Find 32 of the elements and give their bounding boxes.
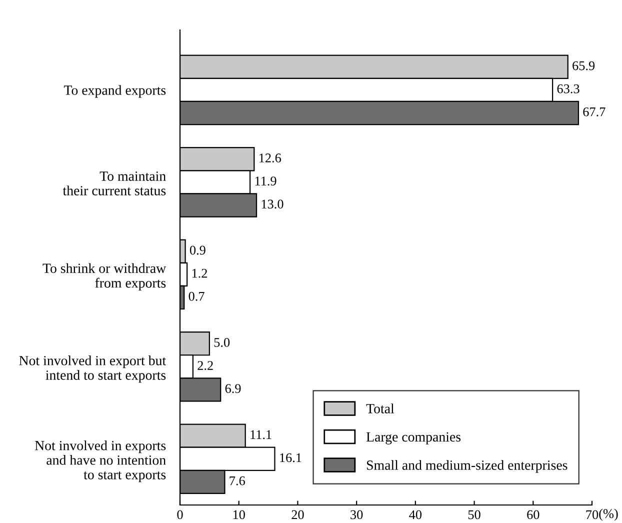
text: 16.1 xyxy=(280,453,302,462)
text: 11.9 xyxy=(255,176,276,186)
legend-label: Large companies xyxy=(366,432,461,444)
text: 7.6 xyxy=(230,476,245,486)
text: 67.7 xyxy=(583,107,606,116)
x-tick-label: 0 xyxy=(177,510,183,520)
text: 11.1 xyxy=(250,430,272,440)
x-tick-label: 30 xyxy=(350,510,363,520)
text: 2.2 xyxy=(198,361,213,370)
text: 12.6 xyxy=(259,154,282,162)
y-tick-label: To maintain their current status xyxy=(62,172,166,196)
y-tick-label: To shrink or withdraw from exports xyxy=(42,263,166,291)
text: 0.9 xyxy=(190,246,206,255)
text: 1.2 xyxy=(192,268,207,278)
x-tick-label: 40 xyxy=(409,510,422,520)
y-tick-label: Not involved in exports and have no intention to start exports xyxy=(34,440,166,482)
legend-label: Small and medium-sized enterprises xyxy=(366,460,568,473)
text: 13.0 xyxy=(262,200,284,209)
text: 65.9 xyxy=(572,61,595,70)
x-tick-label: 50 xyxy=(468,510,480,520)
text: 63.3 xyxy=(557,84,580,94)
text: 0.7 xyxy=(188,292,204,301)
x-tick-label: 70 xyxy=(586,510,598,520)
y-tick-label: To expand exports xyxy=(64,85,166,98)
x-tick-label: 10 xyxy=(233,510,245,520)
legend-label: Total xyxy=(366,404,394,414)
x-axis-title: (%) xyxy=(599,508,618,521)
x-tick-label: 20 xyxy=(292,510,304,520)
text: 6.9 xyxy=(225,384,241,394)
y-tick-label: Not involved in export but intend to start exports xyxy=(19,356,166,383)
x-tick-label: 60 xyxy=(527,510,540,520)
text: 5.0 xyxy=(214,338,230,347)
